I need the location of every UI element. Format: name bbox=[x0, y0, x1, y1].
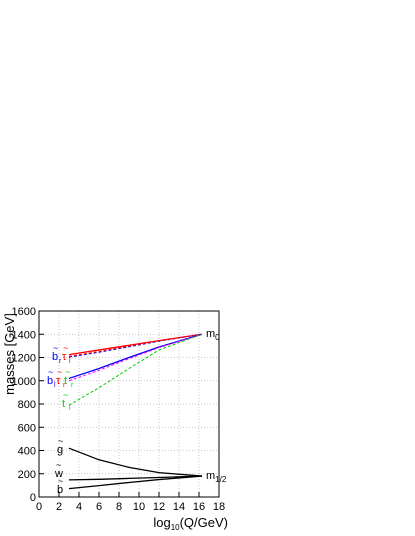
label-t-l: t~l bbox=[62, 390, 71, 412]
label-b-l-base: b bbox=[47, 375, 53, 387]
y-tick-label: 0 bbox=[30, 492, 36, 504]
x-tick-label: 18 bbox=[213, 501, 225, 513]
x-tick-label: 10 bbox=[133, 501, 145, 513]
label-b-r-tilde: ~ bbox=[53, 343, 58, 353]
label-bino: b~ bbox=[57, 476, 63, 496]
label-gluino: g~ bbox=[57, 436, 63, 456]
label-b-l: b~l bbox=[47, 367, 56, 389]
label-t-r-base: t bbox=[64, 375, 67, 387]
label-wino: w~ bbox=[54, 460, 63, 480]
label-mhalf: m1/2 bbox=[206, 470, 227, 484]
label-wino-base: w bbox=[54, 468, 63, 480]
series-line-9 bbox=[68, 333, 203, 406]
x-axis-title: log10(Q/GeV) bbox=[153, 515, 228, 532]
label-m0: m0 bbox=[206, 328, 220, 342]
label-tau-r: τ~r bbox=[56, 367, 66, 389]
x-tick-label: 6 bbox=[96, 501, 102, 513]
axis-ticks: 0 2 4 6 8 10 12 14 16 18 0 200 400 600 800 1000 1200 1400… bbox=[12, 306, 226, 513]
series-line-8 bbox=[68, 333, 203, 382]
label-b-l-tilde: ~ bbox=[48, 367, 53, 377]
label-bino-tilde: ~ bbox=[58, 476, 63, 486]
x-tick-label: 12 bbox=[153, 501, 165, 513]
label-t-r-tilde: ~ bbox=[65, 367, 70, 377]
y-tick-label: 600 bbox=[18, 422, 36, 434]
label-gluino-base: g bbox=[57, 444, 63, 456]
label-tau-l-tilde: ~ bbox=[63, 343, 68, 353]
label-b-r-base: b bbox=[52, 351, 58, 363]
y-tick-label: 800 bbox=[18, 399, 36, 411]
label-t-r-sub: r bbox=[71, 382, 74, 389]
label-b-r-sub: r bbox=[59, 358, 62, 365]
label-tau-r-base: τ bbox=[56, 375, 61, 387]
grid-lines bbox=[39, 311, 219, 497]
series-line-1 bbox=[68, 447, 203, 477]
y-tick-label: 200 bbox=[18, 469, 36, 481]
label-gluino-tilde: ~ bbox=[58, 436, 63, 446]
label-tau-r-sub: r bbox=[63, 382, 66, 389]
x-tick-label: 0 bbox=[36, 501, 42, 513]
series-group bbox=[68, 333, 203, 490]
x-tick-label: 14 bbox=[173, 501, 185, 513]
series-line-2 bbox=[68, 475, 203, 481]
label-b-r: b~r bbox=[52, 343, 62, 365]
label-b-l-sub: l bbox=[54, 382, 56, 389]
y-tick-label: 1400 bbox=[12, 329, 36, 341]
label-bino-base: b bbox=[57, 484, 63, 496]
x-tick-label: 2 bbox=[56, 501, 62, 513]
series-line-6 bbox=[68, 333, 203, 357]
label-tau-l-sub: l bbox=[69, 358, 71, 365]
series-line-4 bbox=[68, 333, 203, 356]
label-wino-tilde: ~ bbox=[56, 460, 61, 470]
y-tick-label: 400 bbox=[18, 446, 36, 458]
label-t-l-base: t bbox=[62, 398, 65, 410]
label-t-r: t~r bbox=[64, 367, 74, 389]
x-tick-label: 4 bbox=[76, 501, 82, 513]
x-tick-label: 16 bbox=[193, 501, 205, 513]
label-t-l-sub: l bbox=[69, 405, 71, 412]
label-tau-l: τ~l bbox=[62, 343, 71, 365]
label-tau-l-base: τ bbox=[62, 351, 67, 363]
label-t-l-tilde: ~ bbox=[63, 390, 68, 400]
y-tick-label: 1200 bbox=[12, 353, 36, 365]
series-line-3 bbox=[68, 475, 203, 490]
y-tick-label: 1600 bbox=[12, 306, 36, 318]
label-m0-sub: 0 bbox=[215, 333, 220, 342]
y-axis-title: masses [GeV] bbox=[2, 313, 17, 395]
label-tau-r-tilde: ~ bbox=[57, 367, 62, 377]
label-mhalf-sub: 1/2 bbox=[215, 475, 227, 484]
y-tick-label: 1000 bbox=[12, 376, 36, 388]
x-tick-label: 8 bbox=[116, 501, 122, 513]
